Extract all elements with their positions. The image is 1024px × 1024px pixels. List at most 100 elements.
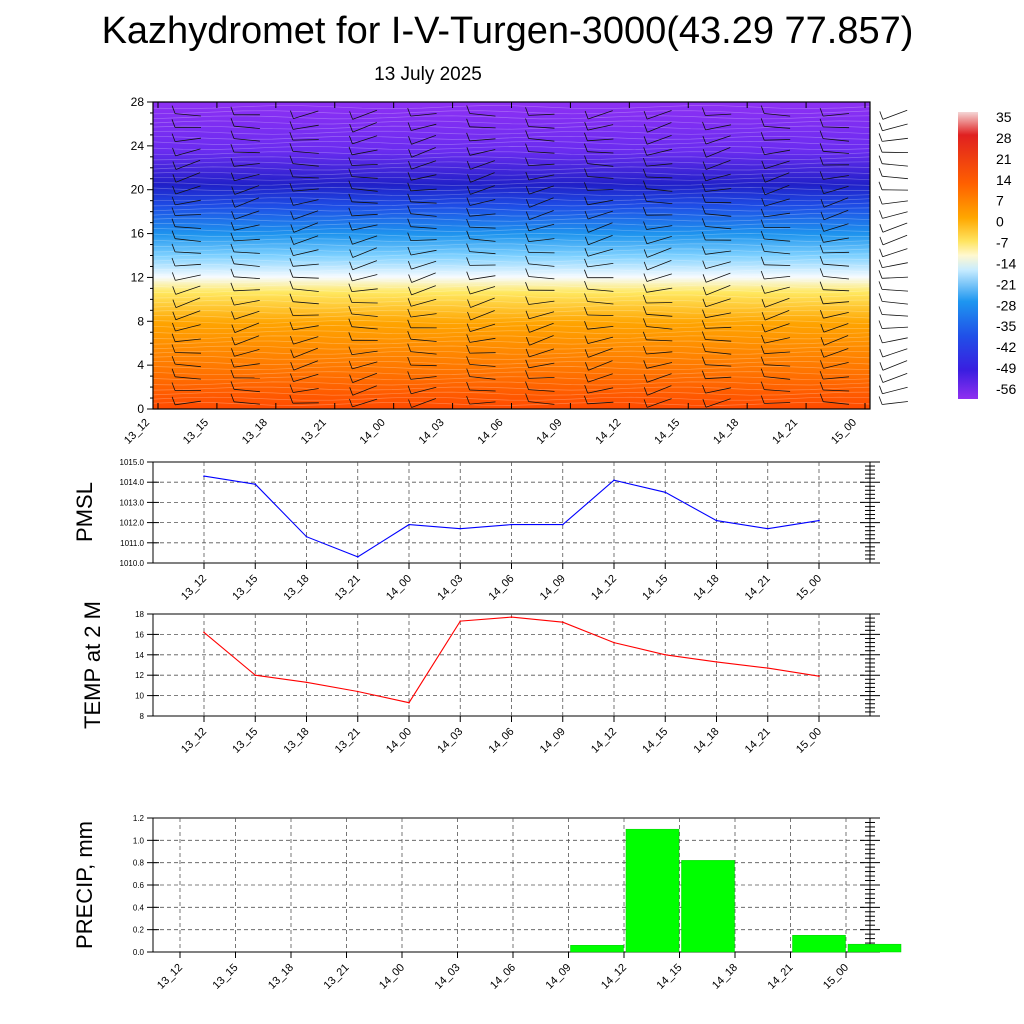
wind-barb — [646, 351, 673, 355]
wind-barb — [764, 184, 790, 196]
wind-barb — [529, 322, 554, 333]
wind-barb — [823, 401, 850, 405]
x-tick-label: 13_12 — [122, 417, 152, 447]
wind-barb — [882, 175, 908, 180]
wind-barb-feather — [525, 118, 529, 127]
wind-barb — [411, 398, 437, 408]
y-tick-label: 1.2 — [133, 814, 145, 823]
pmsl-point — [254, 483, 257, 486]
wind-barb-feather — [290, 110, 294, 119]
contour-line — [153, 315, 871, 319]
wind-barb-feather — [760, 208, 765, 218]
wind-barb-feather — [819, 268, 824, 277]
wind-barb-feather — [879, 248, 883, 257]
wind-barb — [823, 389, 850, 392]
wind-barb-feather — [584, 182, 588, 191]
wind-barb — [175, 137, 201, 142]
x-tick-label: 15_00 — [794, 726, 824, 756]
wind-barb-feather — [230, 369, 235, 379]
wind-barb-feather — [701, 356, 706, 365]
wind-barb — [469, 126, 496, 129]
wind-barb — [234, 197, 260, 208]
temp-point — [715, 661, 718, 663]
wind-barb — [706, 285, 731, 296]
wind-barb-feather — [348, 318, 353, 327]
wind-barb — [764, 376, 791, 380]
wind-barb-feather — [171, 218, 176, 227]
wind-barb-feather — [230, 158, 235, 167]
wind-barb — [410, 213, 437, 217]
wind-barb-feather — [878, 259, 883, 268]
wind-barb — [352, 122, 377, 133]
wind-barb — [352, 361, 378, 370]
wind-barb — [293, 336, 319, 345]
wind-barb-feather — [230, 243, 235, 253]
wind-barb — [587, 373, 613, 383]
wind-barb-feather — [466, 243, 470, 252]
contour-line — [152, 396, 871, 401]
wind-barb-feather — [701, 343, 706, 352]
wind-barb — [293, 222, 319, 233]
wind-barb-feather — [408, 286, 412, 296]
wind-barb-feather — [349, 135, 353, 145]
wind-barb-feather — [172, 299, 177, 308]
wind-barb — [882, 234, 908, 246]
wind-barb — [764, 113, 791, 117]
wind-barb — [175, 310, 201, 321]
temperature-profile-panel: 0 4 8 12 16 20 24 28 13_12 13_15 13_18 13_21 14_00 14… — [122, 95, 909, 447]
wind-barb-feather — [819, 143, 824, 152]
temp-point — [766, 667, 769, 669]
wind-barb-feather — [172, 174, 177, 183]
contour-line — [152, 212, 871, 217]
y-tick-label: 0.2 — [133, 926, 145, 935]
wind-barb-feather — [702, 286, 707, 296]
wind-barb-feather — [819, 130, 824, 139]
wind-barb-feather — [525, 185, 530, 195]
wind-barb-feather — [878, 293, 883, 302]
wind-barb-feather — [466, 118, 470, 127]
wind-barb — [587, 263, 614, 268]
wind-barb-feather — [348, 360, 353, 370]
wind-barb-feather — [525, 143, 529, 152]
wind-barb-feather — [761, 146, 765, 155]
wind-barb-feather — [760, 219, 765, 228]
wind-barb — [646, 273, 672, 282]
contour-line — [152, 325, 871, 329]
wind-barb-feather — [407, 331, 412, 340]
wind-barb-feather — [290, 211, 294, 220]
wind-barb — [881, 276, 909, 279]
wind-barb-feather — [525, 255, 529, 265]
wind-barb — [882, 163, 908, 167]
wind-barb-feather — [525, 244, 529, 253]
wind-barb-feather — [289, 321, 294, 331]
wind-barb — [351, 213, 378, 217]
wind-barb-feather — [584, 395, 588, 404]
contour-line — [152, 120, 871, 125]
pmsl-point — [459, 527, 462, 530]
wind-barb-feather — [231, 336, 236, 346]
wind-barb-feather — [171, 333, 176, 342]
pmsl-point — [766, 527, 769, 530]
contour-line — [152, 330, 871, 335]
wind-barb-feather — [643, 221, 647, 230]
wind-barb — [528, 348, 555, 358]
wind-barb-feather — [820, 223, 825, 232]
wind-barb — [764, 238, 791, 242]
wind-barb-feather — [289, 155, 294, 164]
contour-line — [153, 176, 871, 181]
contour-line — [152, 258, 871, 263]
wind-barb — [351, 350, 378, 355]
wind-barb — [764, 160, 790, 170]
wind-barb-feather — [466, 218, 470, 228]
wind-barb-feather — [760, 118, 765, 127]
x-tick-label: 13_15 — [181, 417, 211, 447]
wind-barb-feather — [702, 274, 707, 283]
wind-barb — [646, 176, 673, 179]
wind-barb — [646, 398, 672, 408]
wind-barb — [528, 311, 555, 320]
wind-barb — [175, 297, 201, 308]
wind-barb-feather — [878, 270, 883, 279]
wind-barb-feather — [348, 222, 353, 231]
y-axis-label: TEMP at 2 M — [80, 601, 105, 729]
wind-barb — [823, 150, 850, 154]
